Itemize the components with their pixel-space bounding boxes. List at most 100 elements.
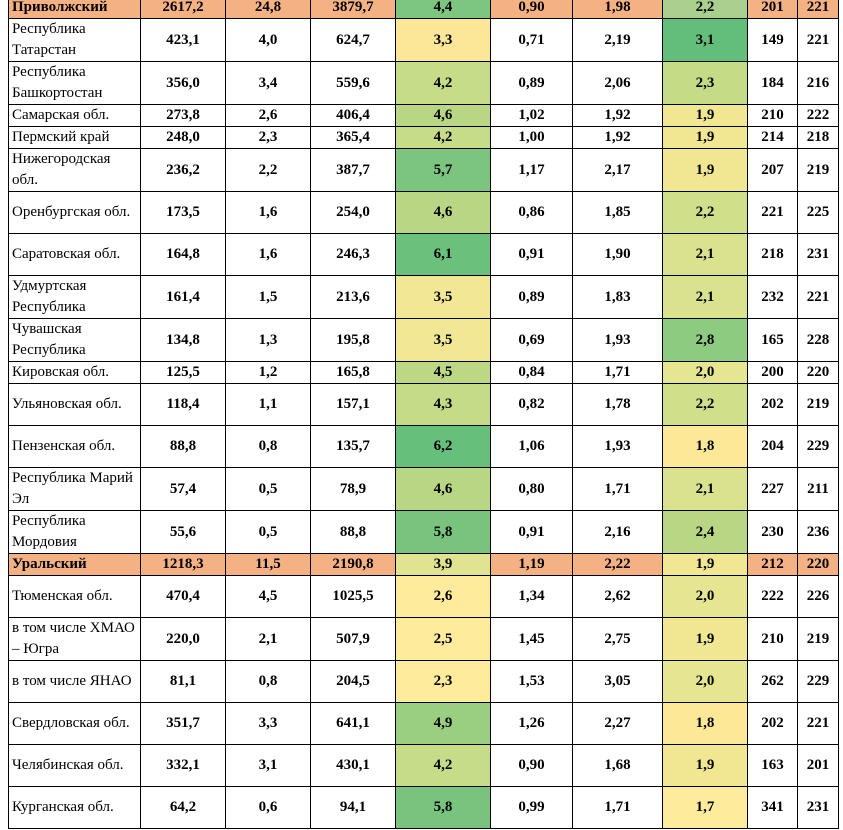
value-cell-col4: 5,7 [395, 148, 491, 192]
value-cell-col9: 225 [797, 191, 839, 234]
table-row: Пермский край 248,0 2,3 365,4 4,2 1,00 1,92 1,9… [8, 126, 839, 149]
value-cell-col8: 218 [747, 233, 798, 276]
value-cell-col2: 0,8 [225, 425, 311, 468]
value-cell-col5: 0,86 [490, 191, 573, 234]
value-cell-col8: 222 [747, 575, 798, 618]
value-cell-col4: 4,6 [395, 467, 491, 511]
value-cell-col5: 0,89 [490, 61, 573, 105]
region-name-cell: Ульяновская обл. [8, 383, 141, 426]
value-cell-col3: 204,5 [310, 660, 396, 703]
value-cell-col8: 184 [747, 61, 798, 105]
value-cell-col3: 559,6 [310, 61, 396, 105]
value-cell-col9: 216 [797, 61, 839, 105]
value-cell-col7: 1,9 [662, 126, 748, 149]
value-cell-col5: 0,84 [490, 361, 573, 384]
value-cell-col2: 11,5 [225, 553, 311, 576]
region-row: Приволжский 2617,2 24,8 3879,7 4,4 0,90 1,98 2,… [8, 0, 839, 19]
value-cell-col1: 55,6 [140, 510, 226, 554]
table-row: Чувашская Республика 134,8 1,3 195,8 3,5 0,69… [8, 318, 839, 362]
value-cell-col6: 1,78 [572, 383, 663, 426]
table-row: Нижегородская обл. 236,2 2,2 387,7 5,7 1,17 2,… [8, 148, 839, 192]
value-cell-col4: 3,5 [395, 318, 491, 362]
region-name-cell: Чувашская Республика [8, 318, 141, 362]
value-cell-col4: 4,2 [395, 61, 491, 105]
region-name-cell: в том числе ЯНАО [8, 660, 141, 703]
value-cell-col3: 135,7 [310, 425, 396, 468]
table-row: в том числе ЯНАО 81,1 0,8 204,5 2,3 1,53 3,05 2… [8, 660, 839, 703]
value-cell-col3: 94,1 [310, 786, 396, 829]
value-cell-col6: 1,68 [572, 744, 663, 787]
region-name-cell: Республика Мордовия [8, 510, 141, 554]
value-cell-col1: 161,4 [140, 275, 226, 319]
value-cell-col2: 0,5 [225, 467, 311, 511]
table-row: Республика Мордовия 55,6 0,5 88,8 5,8 0,91 2,1… [8, 510, 839, 554]
value-cell-col4: 4,6 [395, 191, 491, 234]
value-cell-col9: 228 [797, 318, 839, 362]
value-cell-col2: 4,5 [225, 575, 311, 618]
value-cell-col4: 2,6 [395, 575, 491, 618]
value-cell-col6: 1,93 [572, 425, 663, 468]
value-cell-col1: 173,5 [140, 191, 226, 234]
value-cell-col4: 4,2 [395, 744, 491, 787]
value-cell-col2: 1,6 [225, 191, 311, 234]
value-cell-col7: 1,9 [662, 617, 748, 661]
value-cell-col7: 2,2 [662, 0, 748, 19]
value-cell-col7: 2,0 [662, 660, 748, 703]
value-cell-col8: 221 [747, 191, 798, 234]
table-row: Курганская обл. 64,2 0,6 94,1 5,8 0,99 1,71 1,7… [8, 786, 839, 829]
value-cell-col2: 3,4 [225, 61, 311, 105]
value-cell-col6: 1,90 [572, 233, 663, 276]
value-cell-col6: 1,92 [572, 126, 663, 149]
value-cell-col3: 88,8 [310, 510, 396, 554]
value-cell-col5: 0,69 [490, 318, 573, 362]
value-cell-col8: 165 [747, 318, 798, 362]
table-row: Республика Марий Эл 57,4 0,5 78,9 4,6 0,80 1,7… [8, 467, 839, 511]
region-name-cell: Оренбургская обл. [8, 191, 141, 234]
value-cell-col6: 1,71 [572, 361, 663, 384]
value-cell-col8: 149 [747, 18, 798, 62]
region-name-cell: Саратовская обл. [8, 233, 141, 276]
value-cell-col8: 204 [747, 425, 798, 468]
value-cell-col4: 4,9 [395, 702, 491, 745]
value-cell-col5: 0,80 [490, 467, 573, 511]
value-cell-col9: 220 [797, 553, 839, 576]
region-name-cell: в том числе ХМАО – Югра [8, 617, 141, 661]
table-row: Тюменская обл. 470,4 4,5 1025,5 2,6 1,34 2,62 2… [8, 575, 839, 618]
value-cell-col9: 231 [797, 233, 839, 276]
value-cell-col4: 3,3 [395, 18, 491, 62]
region-name-cell: Кировская обл. [8, 361, 141, 384]
value-cell-col7: 1,9 [662, 148, 748, 192]
value-cell-col3: 246,3 [310, 233, 396, 276]
value-cell-col1: 125,5 [140, 361, 226, 384]
value-cell-col7: 2,1 [662, 233, 748, 276]
value-cell-col4: 6,2 [395, 425, 491, 468]
value-cell-col8: 227 [747, 467, 798, 511]
value-cell-col1: 2617,2 [140, 0, 226, 19]
value-cell-col4: 5,8 [395, 786, 491, 829]
table-row: Удмуртская Республика 161,4 1,5 213,6 3,5 0,8… [8, 275, 839, 319]
value-cell-col9: 201 [797, 744, 839, 787]
value-cell-col8: 232 [747, 275, 798, 319]
table-row: в том числе ХМАО – Югра 220,0 2,1 507,9 2,5 1… [8, 617, 839, 661]
region-name-cell: Нижегородская обл. [8, 148, 141, 192]
value-cell-col4: 6,1 [395, 233, 491, 276]
value-cell-col9: 220 [797, 361, 839, 384]
value-cell-col6: 2,27 [572, 702, 663, 745]
value-cell-col7: 1,9 [662, 553, 748, 576]
value-cell-col4: 4,2 [395, 126, 491, 149]
value-cell-col9: 221 [797, 275, 839, 319]
value-cell-col4: 4,4 [395, 0, 491, 19]
table-row: Свердловская обл. 351,7 3,3 641,1 4,9 1,26 2,2… [8, 702, 839, 745]
value-cell-col1: 220,0 [140, 617, 226, 661]
value-cell-col5: 1,06 [490, 425, 573, 468]
value-cell-col2: 24,8 [225, 0, 311, 19]
value-cell-col2: 0,8 [225, 660, 311, 703]
value-cell-col2: 1,1 [225, 383, 311, 426]
value-cell-col9: 219 [797, 383, 839, 426]
value-cell-col7: 2,8 [662, 318, 748, 362]
value-cell-col2: 1,5 [225, 275, 311, 319]
value-cell-col3: 507,9 [310, 617, 396, 661]
value-cell-col5: 0,91 [490, 233, 573, 276]
value-cell-col7: 1,9 [662, 104, 748, 127]
value-cell-col8: 214 [747, 126, 798, 149]
